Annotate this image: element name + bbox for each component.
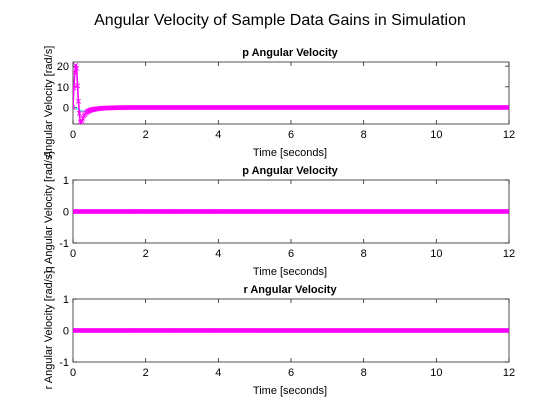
subplot-3-xtick-label: 10 xyxy=(430,367,442,379)
subplot-2-xtick-label: 2 xyxy=(143,248,149,260)
subplot-1: p Angular Velocity Time [seconds] Angula… xyxy=(43,46,339,159)
subplot-2-xtick-label: 0 xyxy=(70,248,76,260)
subplot-2-xtick-label: 12 xyxy=(503,248,515,260)
subplot-3-ytick-label: 1 xyxy=(63,294,69,306)
subplot-2-title: p Angular Velocity xyxy=(242,165,338,177)
subplot-3-series-1-markers xyxy=(73,327,509,334)
subplot-3-axes: 0 2 4 6 8 10 12-101 xyxy=(59,294,515,379)
subplot-3-ylabel: r Angular Velocity [rad/s] xyxy=(43,271,55,390)
subplot-1-series-1 xyxy=(73,62,509,124)
subplot-1-xlabel: Time [seconds] xyxy=(253,147,327,159)
subplot-1-plot-area xyxy=(72,61,510,125)
subplot-1-ylabel: Angular Velocity [rad/s] xyxy=(43,46,55,159)
subplot-2-xtick-label: 8 xyxy=(361,248,367,260)
subplot-1-xtick-label: 2 xyxy=(143,129,149,141)
subplot-3-xtick-label: 4 xyxy=(215,367,221,379)
subplot-1-series-1-markers xyxy=(73,62,509,124)
subplot-2-xlabel: Time [seconds] xyxy=(253,266,327,278)
subplot-3-ytick-label: 0 xyxy=(63,326,69,338)
subplot-1-xtick-label: 10 xyxy=(430,129,442,141)
subplot-2-xtick-label: 4 xyxy=(215,248,221,260)
figure-title: Angular Velocity of Sample Data Gains in… xyxy=(94,12,466,29)
subplot-3-ytick-label: -1 xyxy=(59,357,69,369)
subplot-3-xtick-label: 12 xyxy=(503,367,515,379)
subplot-1-ytick-label: 0 xyxy=(63,102,69,114)
subplot-3-xtick-label: 0 xyxy=(70,367,76,379)
subplot-2-xtick-label: 10 xyxy=(430,248,442,260)
subplot-1-axes: 0 2 4 6 8 10 12 0 10 20 xyxy=(57,61,515,141)
subplot-1-xtick-label: 12 xyxy=(503,129,515,141)
subplot-2-xtick-label: 6 xyxy=(288,248,294,260)
subplot-3-xtick-label: 8 xyxy=(361,367,367,379)
subplot-3: r Angular Velocity Time [seconds] r Angu… xyxy=(43,271,337,397)
subplot-3-title: r Angular Velocity xyxy=(243,284,337,296)
subplot-2-ytick-label: -1 xyxy=(59,238,69,250)
subplot-1-title: p Angular Velocity xyxy=(242,47,338,59)
subplot-1-xtick-label: 6 xyxy=(288,129,294,141)
subplot-3-series-1 xyxy=(73,327,509,334)
subplot-1-ytick-label: 10 xyxy=(57,82,69,94)
subplot-2-axes: 0 2 4 6 8 10 12-101 xyxy=(59,175,515,260)
subplot-2-series-1 xyxy=(73,208,509,215)
subplot-1-xtick-label: 4 xyxy=(215,129,221,141)
subplot-1-ytick-label: 20 xyxy=(57,61,69,73)
subplot-3-xlabel: Time [seconds] xyxy=(253,385,327,397)
subplot-3-xtick-label: 2 xyxy=(143,367,149,379)
subplot-3-xtick-label: 6 xyxy=(288,367,294,379)
subplot-2-series-1-markers xyxy=(73,208,509,215)
subplot-2-ylabel: q Angular Velocity [rad/s] xyxy=(43,151,55,272)
subplot-1-xtick-label: 0 xyxy=(70,129,76,141)
subplot-1-xtick-label: 8 xyxy=(361,129,367,141)
subplot-2: p Angular Velocity Time [seconds] q Angu… xyxy=(43,151,339,278)
subplot-2-ytick-label: 1 xyxy=(63,175,69,187)
subplot-2-ytick-label: 0 xyxy=(63,207,69,219)
